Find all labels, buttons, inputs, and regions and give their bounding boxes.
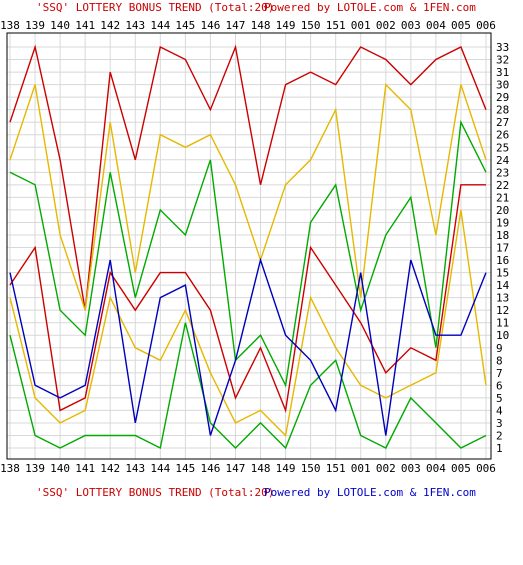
y-tick-label: 32 bbox=[496, 54, 509, 67]
series-line-7 bbox=[9, 257, 487, 436]
series-line-6 bbox=[9, 322, 487, 450]
y-tick-label: 31 bbox=[496, 66, 509, 79]
y-tick-label: 15 bbox=[496, 267, 509, 280]
y-axis-right: 1234567891011121314151617181920212223242… bbox=[496, 41, 510, 455]
y-tick-label: 9 bbox=[496, 342, 503, 355]
series-line-5 bbox=[9, 209, 487, 437]
plot-frame bbox=[6, 32, 492, 460]
x-tick-label-bottom: 146 bbox=[200, 462, 220, 475]
x-tick-label-bottom: 144 bbox=[150, 462, 170, 475]
x-tick-label-top: 141 bbox=[75, 19, 95, 32]
x-tick-label-bottom: 002 bbox=[376, 462, 396, 475]
x-tick-label-top: 148 bbox=[251, 19, 271, 32]
x-tick-label-top: 151 bbox=[326, 19, 346, 32]
y-tick-label: 13 bbox=[496, 292, 509, 305]
series-line-4 bbox=[9, 184, 486, 414]
y-tick-label: 2 bbox=[496, 429, 503, 442]
x-tick-label-bottom: 001 bbox=[351, 462, 371, 475]
y-tick-label: 25 bbox=[496, 141, 509, 154]
y-tick-label: 4 bbox=[496, 404, 503, 417]
x-tick-label-top: 149 bbox=[276, 19, 296, 32]
y-tick-label: 1 bbox=[496, 442, 503, 455]
y-tick-label: 24 bbox=[496, 154, 510, 167]
y-tick-label: 22 bbox=[496, 179, 509, 192]
x-tick-label-top: 006 bbox=[476, 19, 496, 32]
top-title-left: 'SSQ' LOTTERY BONUS TREND (Total:20) bbox=[36, 1, 274, 14]
x-tick-label-bottom: 143 bbox=[125, 462, 145, 475]
x-tick-label-top: 004 bbox=[426, 19, 446, 32]
y-tick-label: 3 bbox=[496, 417, 503, 430]
x-tick-label-top: 140 bbox=[50, 19, 70, 32]
x-tick-label-top: 139 bbox=[25, 19, 45, 32]
x-tick-label-bottom: 145 bbox=[175, 462, 195, 475]
grid-layer bbox=[7, 33, 491, 459]
y-tick-label: 14 bbox=[496, 279, 510, 292]
x-tick-label-bottom: 148 bbox=[251, 462, 271, 475]
y-tick-label: 20 bbox=[496, 204, 509, 217]
x-tick-label-top: 145 bbox=[175, 19, 195, 32]
bottom-title-right: Powered by LOTOLE.com & 1FEN.com bbox=[264, 486, 476, 499]
series-layer bbox=[9, 44, 487, 450]
y-tick-label: 19 bbox=[496, 216, 509, 229]
x-tick-label-bottom: 150 bbox=[301, 462, 321, 475]
y-tick-label: 18 bbox=[496, 229, 509, 242]
x-tick-label-top: 002 bbox=[376, 19, 396, 32]
series-line-1 bbox=[9, 44, 487, 311]
y-tick-label: 16 bbox=[496, 254, 509, 267]
x-tick-label-top: 142 bbox=[100, 19, 120, 32]
x-tick-label-bottom: 006 bbox=[476, 462, 496, 475]
x-tick-label-bottom: 139 bbox=[25, 462, 45, 475]
x-axis-top: 138 139 140 141 142 143 144 145 146 147 148 149 150 1… bbox=[0, 19, 496, 32]
x-tick-label-top: 005 bbox=[451, 19, 471, 32]
x-tick-label-bottom: 003 bbox=[401, 462, 421, 475]
y-tick-label: 8 bbox=[496, 354, 503, 367]
y-tick-label: 6 bbox=[496, 379, 503, 392]
y-tick-label: 5 bbox=[496, 392, 503, 405]
y-tick-label: 28 bbox=[496, 104, 509, 117]
y-tick-label: 33 bbox=[496, 41, 509, 54]
y-tick-label: 7 bbox=[496, 367, 503, 380]
x-tick-label-bottom: 141 bbox=[75, 462, 95, 475]
x-tick-label-top: 001 bbox=[351, 19, 371, 32]
top-title-right: Powered by LOTOLE.com & 1FEN.com bbox=[264, 1, 476, 14]
y-tick-label: 26 bbox=[496, 129, 509, 142]
x-tick-label-bottom: 151 bbox=[326, 462, 346, 475]
x-tick-label-top: 150 bbox=[301, 19, 321, 32]
x-tick-label-bottom: 140 bbox=[50, 462, 70, 475]
y-tick-label: 11 bbox=[496, 317, 509, 330]
x-tick-label-bottom: 005 bbox=[451, 462, 471, 475]
x-tick-label-bottom: 004 bbox=[426, 462, 446, 475]
x-tick-label-top: 003 bbox=[401, 19, 421, 32]
x-tick-label-top: 143 bbox=[125, 19, 145, 32]
x-tick-label-top: 138 bbox=[0, 19, 20, 32]
y-tick-label: 27 bbox=[496, 116, 509, 129]
y-tick-label: 12 bbox=[496, 304, 509, 317]
y-tick-label: 21 bbox=[496, 191, 509, 204]
y-tick-label: 10 bbox=[496, 329, 509, 342]
y-tick-label: 30 bbox=[496, 79, 509, 92]
x-axis-bottom: 138 139 140 141 142 143 144 145 146 147 148 149 150 1… bbox=[0, 462, 496, 475]
y-tick-label: 17 bbox=[496, 242, 509, 255]
x-tick-label-top: 146 bbox=[200, 19, 220, 32]
y-tick-label: 29 bbox=[496, 91, 509, 104]
x-tick-label-bottom: 142 bbox=[100, 462, 120, 475]
bottom-title-left: 'SSQ' LOTTERY BONUS TREND (Total:20) bbox=[36, 486, 274, 499]
series-line-2 bbox=[9, 83, 487, 311]
x-tick-label-top: 144 bbox=[150, 19, 170, 32]
x-tick-label-bottom: 149 bbox=[276, 462, 296, 475]
x-tick-label-top: 147 bbox=[226, 19, 246, 32]
series-line-3 bbox=[9, 119, 487, 388]
x-tick-label-bottom: 147 bbox=[226, 462, 246, 475]
y-tick-label: 23 bbox=[496, 166, 509, 179]
x-tick-label-bottom: 138 bbox=[0, 462, 20, 475]
